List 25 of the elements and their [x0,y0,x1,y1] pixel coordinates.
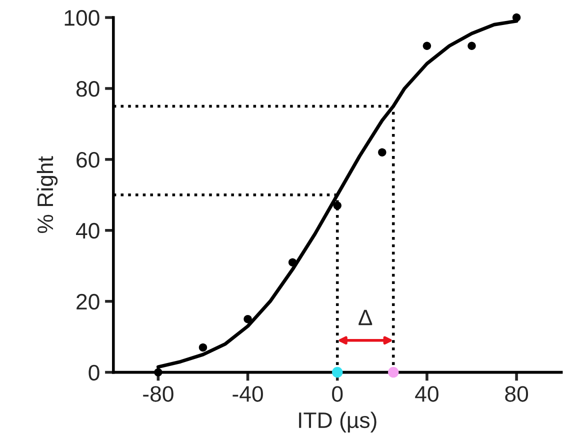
x-tick-label: -80 [143,386,174,402]
point [244,314,252,324]
y-tick-label: 80 [76,81,100,97]
point [388,366,399,378]
x-tick-label: 0 [332,386,343,402]
annotation: Δ [358,310,372,326]
point [512,13,521,22]
point [422,42,432,50]
x-tick-label: 80 [505,386,528,402]
point [333,201,342,210]
y-tick-label: 40 [76,222,100,239]
x-tick-label: -40 [232,386,263,402]
point [198,343,208,352]
point [288,258,297,266]
x-axis-title: ITD (µs) [299,412,376,432]
y-tick-label: 20 [76,294,100,310]
point [154,368,162,376]
point [332,366,343,378]
point [468,42,476,50]
y-tick-label: 0 [88,364,100,381]
y-axis-title: % Right [36,156,58,234]
y-tick-label: 100 [64,10,100,26]
y-tick-label: 60 [76,152,100,168]
x-tick-label: 40 [415,386,438,402]
point [378,148,386,156]
